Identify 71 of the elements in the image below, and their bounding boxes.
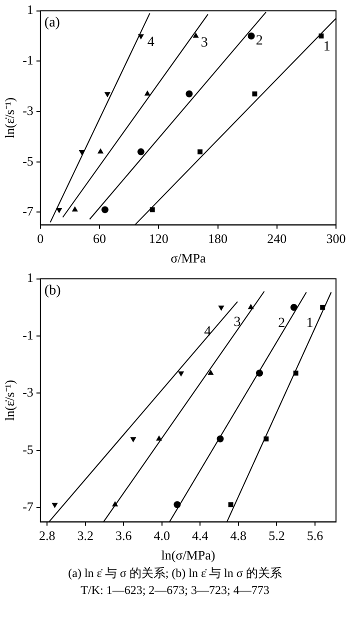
- point: [144, 90, 150, 96]
- x-tick-label: 240: [267, 231, 287, 246]
- point: [150, 207, 155, 212]
- annotation: (b): [44, 283, 62, 298]
- y-tick-label: -1: [22, 327, 34, 342]
- point: [98, 148, 104, 154]
- y-tick-label: -3: [22, 102, 34, 118]
- x-tick-label: 3.2: [77, 528, 94, 544]
- point: [293, 370, 298, 376]
- point: [252, 91, 258, 96]
- point: [56, 208, 62, 214]
- point: [248, 304, 254, 310]
- x-tick-label: 60: [93, 231, 106, 246]
- x-axis-title: ln(σ/MPa): [161, 548, 216, 563]
- point: [198, 149, 203, 154]
- y-tick-label: -7: [22, 498, 34, 514]
- y-tick-label: -7: [22, 204, 34, 219]
- point: [130, 437, 136, 442]
- series-label: 3: [234, 315, 241, 330]
- point: [264, 436, 269, 442]
- point: [72, 206, 78, 212]
- series-label: 2: [278, 316, 286, 331]
- point: [248, 32, 255, 40]
- y-tick-label: 1: [26, 2, 34, 18]
- point: [216, 435, 224, 442]
- point: [218, 306, 224, 311]
- y-tick-label: -5: [22, 153, 34, 168]
- series-label: 1: [306, 316, 314, 331]
- point: [256, 370, 263, 377]
- y-tick-label: 1: [26, 270, 34, 286]
- x-tick-label: 2.8: [39, 528, 56, 544]
- point: [208, 370, 214, 375]
- x-tick-label: 300: [326, 231, 346, 246]
- y-axis-title: ln(ε̇/s⁻¹): [2, 97, 18, 138]
- point: [186, 90, 193, 98]
- point: [174, 501, 181, 508]
- point: [320, 304, 326, 310]
- series-label: 3: [200, 35, 208, 50]
- point: [318, 34, 324, 38]
- point: [138, 34, 144, 40]
- y-tick-label: -1: [22, 52, 34, 68]
- point: [137, 148, 144, 156]
- x-tick-label: 4.4: [192, 528, 209, 544]
- point: [78, 150, 85, 156]
- series-label: 4: [147, 34, 154, 50]
- point: [112, 501, 118, 506]
- point: [192, 32, 199, 38]
- x-tick-label: 0: [37, 231, 44, 246]
- point: [52, 502, 58, 508]
- point: [290, 304, 298, 311]
- series-label: 2: [256, 33, 263, 48]
- point: [101, 206, 108, 214]
- y-tick-label: -5: [22, 442, 34, 457]
- x-tick-label: 4.0: [154, 528, 170, 544]
- text: T/K: 1—623; 2—673; 3—723; 4—773: [80, 582, 270, 599]
- point: [228, 502, 234, 508]
- x-tick-label: 5.2: [268, 528, 285, 544]
- point: [178, 371, 184, 377]
- x-tick-label: 5.6: [306, 528, 324, 544]
- annotation: (a): [44, 15, 60, 30]
- x-axis-title: σ/MPa: [170, 250, 206, 266]
- y-axis-title: ln(ε̇/s⁻¹): [2, 380, 18, 421]
- x-tick-label: 4.8: [230, 528, 247, 544]
- x-tick-label: 180: [208, 231, 228, 246]
- text: (a) ln ε̇ 与 σ 的关系; (b) ln ε̇ 与 ln σ 的关系: [67, 565, 283, 582]
- x-tick-label: 120: [148, 231, 168, 246]
- y-tick-label: -3: [22, 384, 34, 400]
- x-tick-label: 3.6: [116, 528, 132, 544]
- point: [104, 92, 110, 98]
- series-label: 1: [323, 40, 330, 55]
- point: [156, 435, 162, 441]
